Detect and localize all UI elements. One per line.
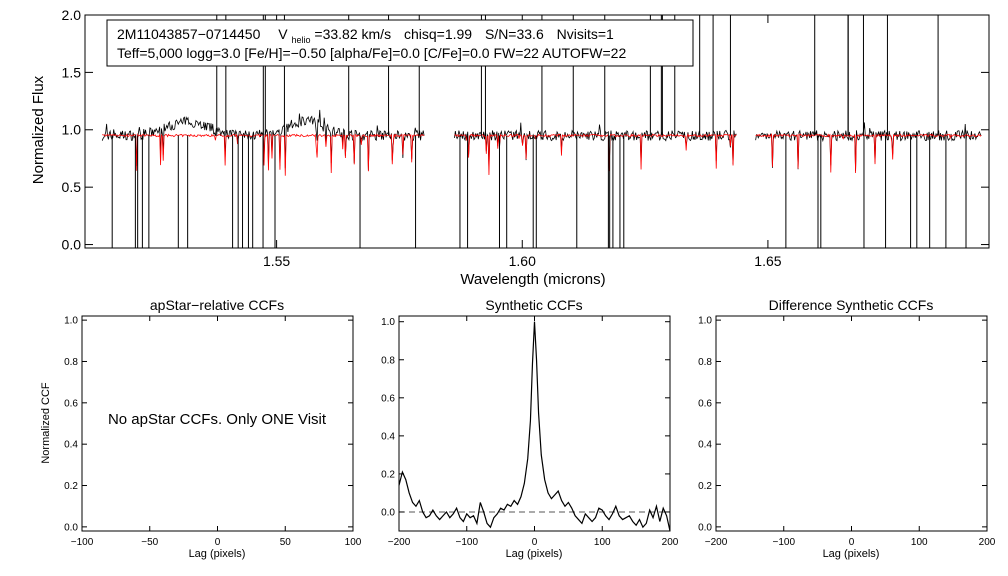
ccf-apstar-x-tick-label: 0: [215, 537, 221, 548]
annotation-v-subscript: helio: [292, 35, 311, 45]
ccf-difference-x-tick-label: 200: [979, 537, 996, 548]
ccf-apstar-y-ticks: 0.0 0.2 0.4 0.6 0.8 1.0: [64, 316, 353, 533]
spectrum-x-tick-label: 1.60: [509, 253, 536, 269]
ccf-synthetic-y-tick-label: 0.6: [381, 393, 395, 404]
spectrum-y-tick-label: 1.0: [62, 122, 82, 138]
spectrum-x-tick-label: 1.55: [263, 253, 290, 269]
ccf-synthetic-xlabel: Lag (pixels): [506, 548, 563, 560]
ccf-synthetic-curve: [398, 321, 671, 532]
ccf-difference-y-tick-label: 0.8: [698, 357, 712, 368]
spectrum-axes-frame: [84, 14, 990, 249]
ccf-difference-x-tick-label: −200: [705, 537, 728, 548]
annotation-nvisits: Nvisits=1: [557, 26, 614, 42]
ccf-synthetic-y-tick-label: 0.4: [381, 431, 395, 442]
ccf-synthetic-x-ticks: −200 −100 0 100 200: [388, 316, 679, 548]
annotation-v-value: =33.82 km/s: [314, 26, 391, 42]
annotation-chisq: chisq=1.99: [404, 26, 472, 42]
ccf-apstar-title: apStar−relative CCFs: [150, 297, 284, 313]
spectrum-x-ticks: 1.55 1.60 1.65: [263, 15, 782, 269]
ccf-synthetic-x-tick-label: 0: [532, 537, 538, 548]
spectrum-observed-segment: [755, 122, 982, 172]
ccf-synthetic-y-tick-label: 0.2: [381, 469, 395, 480]
ccf-apstar-y-tick-label: 0.0: [64, 522, 78, 533]
spectrum-synthetic-segment: [755, 133, 982, 174]
spectrum-y-tick-label: 0.0: [62, 236, 82, 252]
ccf-apstar-x-tick-label: −100: [71, 537, 94, 548]
spectrum-y-tick-label: 0.5: [62, 179, 82, 195]
ccf-synthetic-y-tick-label: 1.0: [381, 317, 395, 328]
ccf-apstar-ylabel: Normalized CCF: [40, 382, 52, 464]
annotation-v-prefix: V: [278, 26, 288, 42]
annotation-line-1: 2M11043857−0714450 V helio =33.82 km/s c…: [117, 26, 614, 46]
ccf-difference-y-tick-label: 1.0: [698, 316, 712, 327]
spectrum-y-ticks: 0.0 0.5 1.0 1.5 2.0: [62, 7, 989, 252]
ccf-apstar-x-tick-label: −50: [141, 537, 158, 548]
ccf-difference-y-tick-label: 0.2: [698, 481, 712, 492]
ccf-difference-x-tick-label: 100: [911, 537, 928, 548]
ccf-difference-y-ticks: 0.0 0.2 0.4 0.6 0.8 1.0: [698, 316, 987, 533]
spectrum-synthetic-segment: [454, 133, 737, 175]
annotation-line-2: Teff=5,000 logg=3.0 [Fe/H]=−0.50 [alpha/…: [117, 45, 626, 61]
ccf-synthetic-y-tick-label: 0.8: [381, 355, 395, 366]
ccf-apstar-x-tick-label: 50: [280, 537, 292, 548]
ccf-synthetic-x-tick-label: 100: [594, 537, 611, 548]
ccf-difference-xlabel: Lag (pixels): [823, 548, 880, 560]
spectrum-ylabel: Normalized Flux: [30, 75, 47, 184]
ccf-synthetic-y-tick-label: 0.0: [381, 507, 395, 518]
ccf-synthetic-x-tick-label: 200: [662, 537, 679, 548]
ccf-apstar-xlabel: Lag (pixels): [189, 548, 246, 560]
ccf-apstar-y-tick-label: 1.0: [64, 316, 78, 327]
ccf-synthetic-y-ticks: 0.0 0.2 0.4 0.6 0.8 1.0: [381, 317, 670, 518]
ccf-difference-y-tick-label: 0.6: [698, 398, 712, 409]
ccf-synthetic-plot-area: [398, 321, 671, 532]
annotation-sn: S/N=33.6: [485, 26, 544, 42]
ccf-synthetic-axes-frame: [398, 315, 671, 532]
spectrum-y-tick-label: 2.0: [62, 7, 82, 23]
ccf-difference-x-tick-label: 0: [849, 537, 855, 548]
ccf-apstar-y-tick-label: 0.4: [64, 440, 78, 451]
spectrum-panel: 1.55 1.60 1.65 0.0 0.5 1.0 1.5 2.0 Wavelength …: [30, 7, 990, 288]
ccf-synthetic-x-tick-label: −100: [455, 537, 478, 548]
ccf-apstar-x-ticks: −100 −50 0 50 100: [71, 316, 362, 548]
ccf-synthetic-x-tick-label: −200: [388, 537, 411, 548]
ccf-apstar-panel: apStar−relative CCFs −100 −50 0 50 100 0.00.…: [40, 297, 362, 560]
spectrum-y-tick-label: 1.5: [62, 64, 82, 80]
ccf-apstar-y-tick-label: 0.6: [64, 398, 78, 409]
ccf-difference-y-tick-label: 0.0: [698, 522, 712, 533]
ccf-apstar-message: No apStar CCFs. Only ONE Visit: [108, 411, 327, 428]
ccf-synthetic-title: Synthetic CCFs: [485, 297, 582, 313]
annotation-frame: [106, 19, 694, 67]
ccf-difference-x-tick-label: −100: [772, 537, 795, 548]
ccf-difference-y-tick-label: 0.4: [698, 440, 712, 451]
annotation-star-id: 2M11043857−0714450: [117, 26, 261, 42]
spectrum-xlabel: Wavelength (microns): [460, 271, 605, 288]
spectrum-observed-segment: [454, 122, 737, 169]
ccf-apstar-y-tick-label: 0.8: [64, 357, 78, 368]
ccf-difference-panel: Difference Synthetic CCFs −200 −100 0 100 20…: [698, 297, 996, 560]
spectrum-annotation-box: 2M11043857−0714450 V helio =33.82 km/s c…: [106, 19, 694, 67]
ccf-difference-axes-frame: [715, 315, 988, 532]
ccf-apstar-y-tick-label: 0.2: [64, 481, 78, 492]
ccf-synthetic-panel: Synthetic CCFs −200 −100 0 100 200 0.0 0.2 0.4…: [381, 297, 679, 560]
ccf-difference-x-ticks: −200 −100 0 100 200: [705, 316, 996, 548]
ccf-difference-title: Difference Synthetic CCFs: [769, 297, 934, 313]
ccf-apstar-x-tick-label: 100: [345, 537, 362, 548]
spectrum-x-tick-label: 1.65: [754, 253, 781, 269]
